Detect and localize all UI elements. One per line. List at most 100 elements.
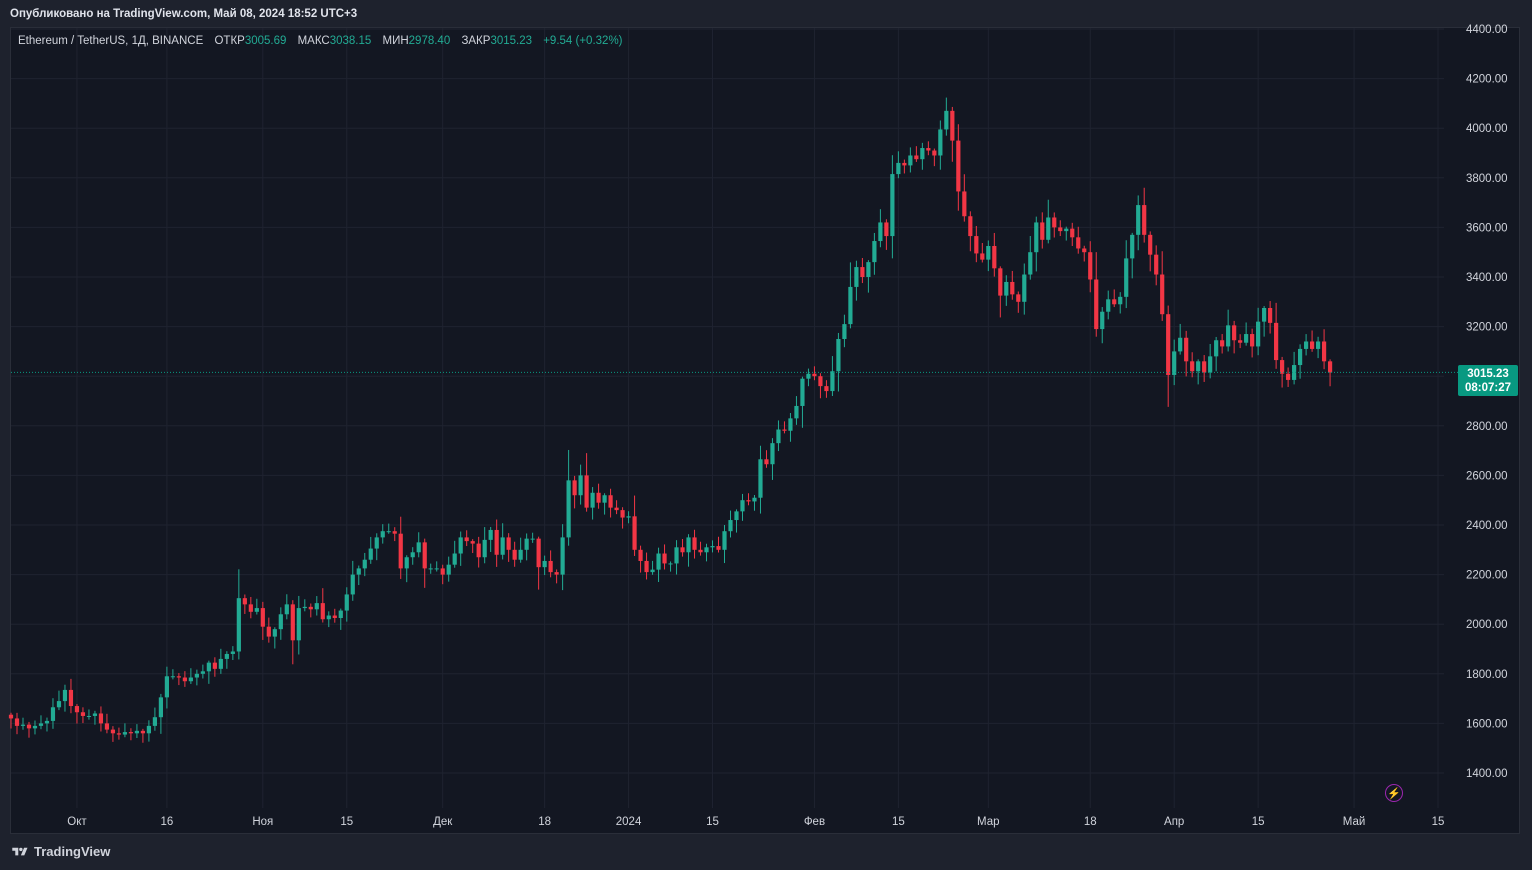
candle-body — [128, 732, 134, 734]
candle-body — [218, 658, 223, 669]
candle-body — [548, 560, 553, 573]
candle-body — [1256, 321, 1261, 347]
tradingview-logo-icon — [12, 847, 28, 855]
candle-body — [146, 725, 152, 734]
candle-body — [512, 549, 517, 560]
candle-body — [554, 572, 559, 575]
candle-body — [1082, 248, 1087, 253]
candle-body — [482, 539, 487, 558]
y-tick-label: 2600.00 — [1466, 470, 1508, 482]
candle-body — [1309, 341, 1315, 349]
candle-body — [98, 713, 104, 724]
candle-body — [1232, 325, 1237, 341]
y-tick-label: 3800.00 — [1466, 173, 1508, 185]
candle-body — [572, 480, 577, 496]
candle-body — [422, 542, 427, 569]
candle-body — [1238, 340, 1243, 343]
lightning-icon[interactable]: ⚡ — [1385, 784, 1403, 802]
candle-body — [188, 677, 193, 682]
candle-body — [350, 574, 355, 595]
candle-body — [704, 547, 709, 553]
candle-body — [1064, 228, 1069, 232]
candle-body — [686, 537, 691, 553]
candle-body — [680, 547, 685, 553]
candle-body — [44, 720, 50, 724]
candle-body — [764, 459, 769, 465]
chart-area[interactable] — [10, 27, 1520, 834]
candle-body — [1076, 237, 1081, 249]
candle-body — [908, 155, 913, 166]
y-tick-label: 3600.00 — [1466, 222, 1508, 234]
candle-body — [248, 604, 253, 612]
y-tick-label: 4400.00 — [1466, 24, 1508, 36]
candle-body — [584, 475, 589, 508]
candle-body — [992, 246, 997, 269]
candle-body — [806, 373, 811, 379]
candle-body — [710, 546, 715, 548]
candle-body — [356, 568, 361, 575]
candle-body — [230, 651, 235, 654]
candle-body — [728, 520, 733, 532]
candle-body — [890, 174, 895, 237]
candle-body — [1298, 348, 1303, 366]
candle-body — [926, 148, 931, 151]
candle-body — [1094, 279, 1099, 330]
candle-body — [638, 549, 643, 561]
candle-body — [1262, 308, 1267, 322]
low-label: МИН — [382, 35, 409, 47]
candle-body — [200, 671, 205, 674]
candle-body — [272, 629, 277, 637]
candle-body — [620, 510, 625, 518]
candle-body — [1124, 258, 1129, 297]
candle-body — [536, 538, 541, 568]
candle-body — [338, 610, 343, 618]
candle-body — [974, 236, 979, 254]
candle-body — [1166, 314, 1171, 375]
candle-body — [746, 500, 751, 502]
candle-body — [674, 547, 679, 564]
candle-body — [392, 531, 397, 534]
x-tick-label: Фев — [804, 816, 825, 828]
open-value: 3005.69 — [244, 35, 287, 47]
candle-body — [206, 662, 211, 672]
candle-body — [56, 701, 62, 708]
candle-body — [1292, 365, 1297, 380]
candle-body — [32, 725, 38, 729]
candle-body — [1214, 340, 1219, 357]
candle-body — [362, 559, 367, 569]
countdown-timer: 08:07:27 — [1464, 382, 1512, 394]
candle-body — [734, 511, 739, 521]
candle-body — [518, 549, 523, 560]
candle-body — [776, 429, 781, 444]
candle-body — [308, 606, 313, 610]
candle-body — [476, 543, 481, 558]
symbol-title[interactable]: Ethereum / TetherUS, 1Д, BINANCE — [18, 35, 204, 47]
candle-body — [254, 608, 259, 612]
candles — [8, 97, 1333, 743]
y-tick-label: 1600.00 — [1466, 718, 1508, 730]
x-tick-label: Мар — [977, 816, 1000, 828]
candle-body — [818, 376, 823, 387]
grid-lines — [11, 28, 1444, 808]
candle-body — [212, 662, 217, 669]
candle-body — [1190, 361, 1195, 372]
time-axis: Окт 16 Ноя 15 Дек 18 2024 15 Фев 15 Мар 18 Апр 15 Май 1… — [67, 816, 1444, 828]
candle-body — [944, 110, 949, 130]
candle-body — [914, 155, 919, 160]
candle-body — [956, 140, 961, 192]
candle-body — [524, 538, 529, 550]
brand-label[interactable]: TradingView — [34, 844, 111, 859]
candle-body — [578, 475, 583, 496]
y-tick-label: 1400.00 — [1466, 768, 1508, 780]
y-tick-label: 2000.00 — [1466, 619, 1508, 631]
candle-body — [986, 246, 991, 260]
candle-body — [1028, 252, 1033, 275]
candle-body — [500, 537, 505, 555]
candle-body — [506, 537, 511, 550]
candle-body — [236, 598, 241, 652]
candle-body — [320, 603, 325, 620]
candle-body — [26, 724, 32, 729]
candle-body — [1100, 311, 1105, 330]
candle-body — [458, 537, 463, 554]
